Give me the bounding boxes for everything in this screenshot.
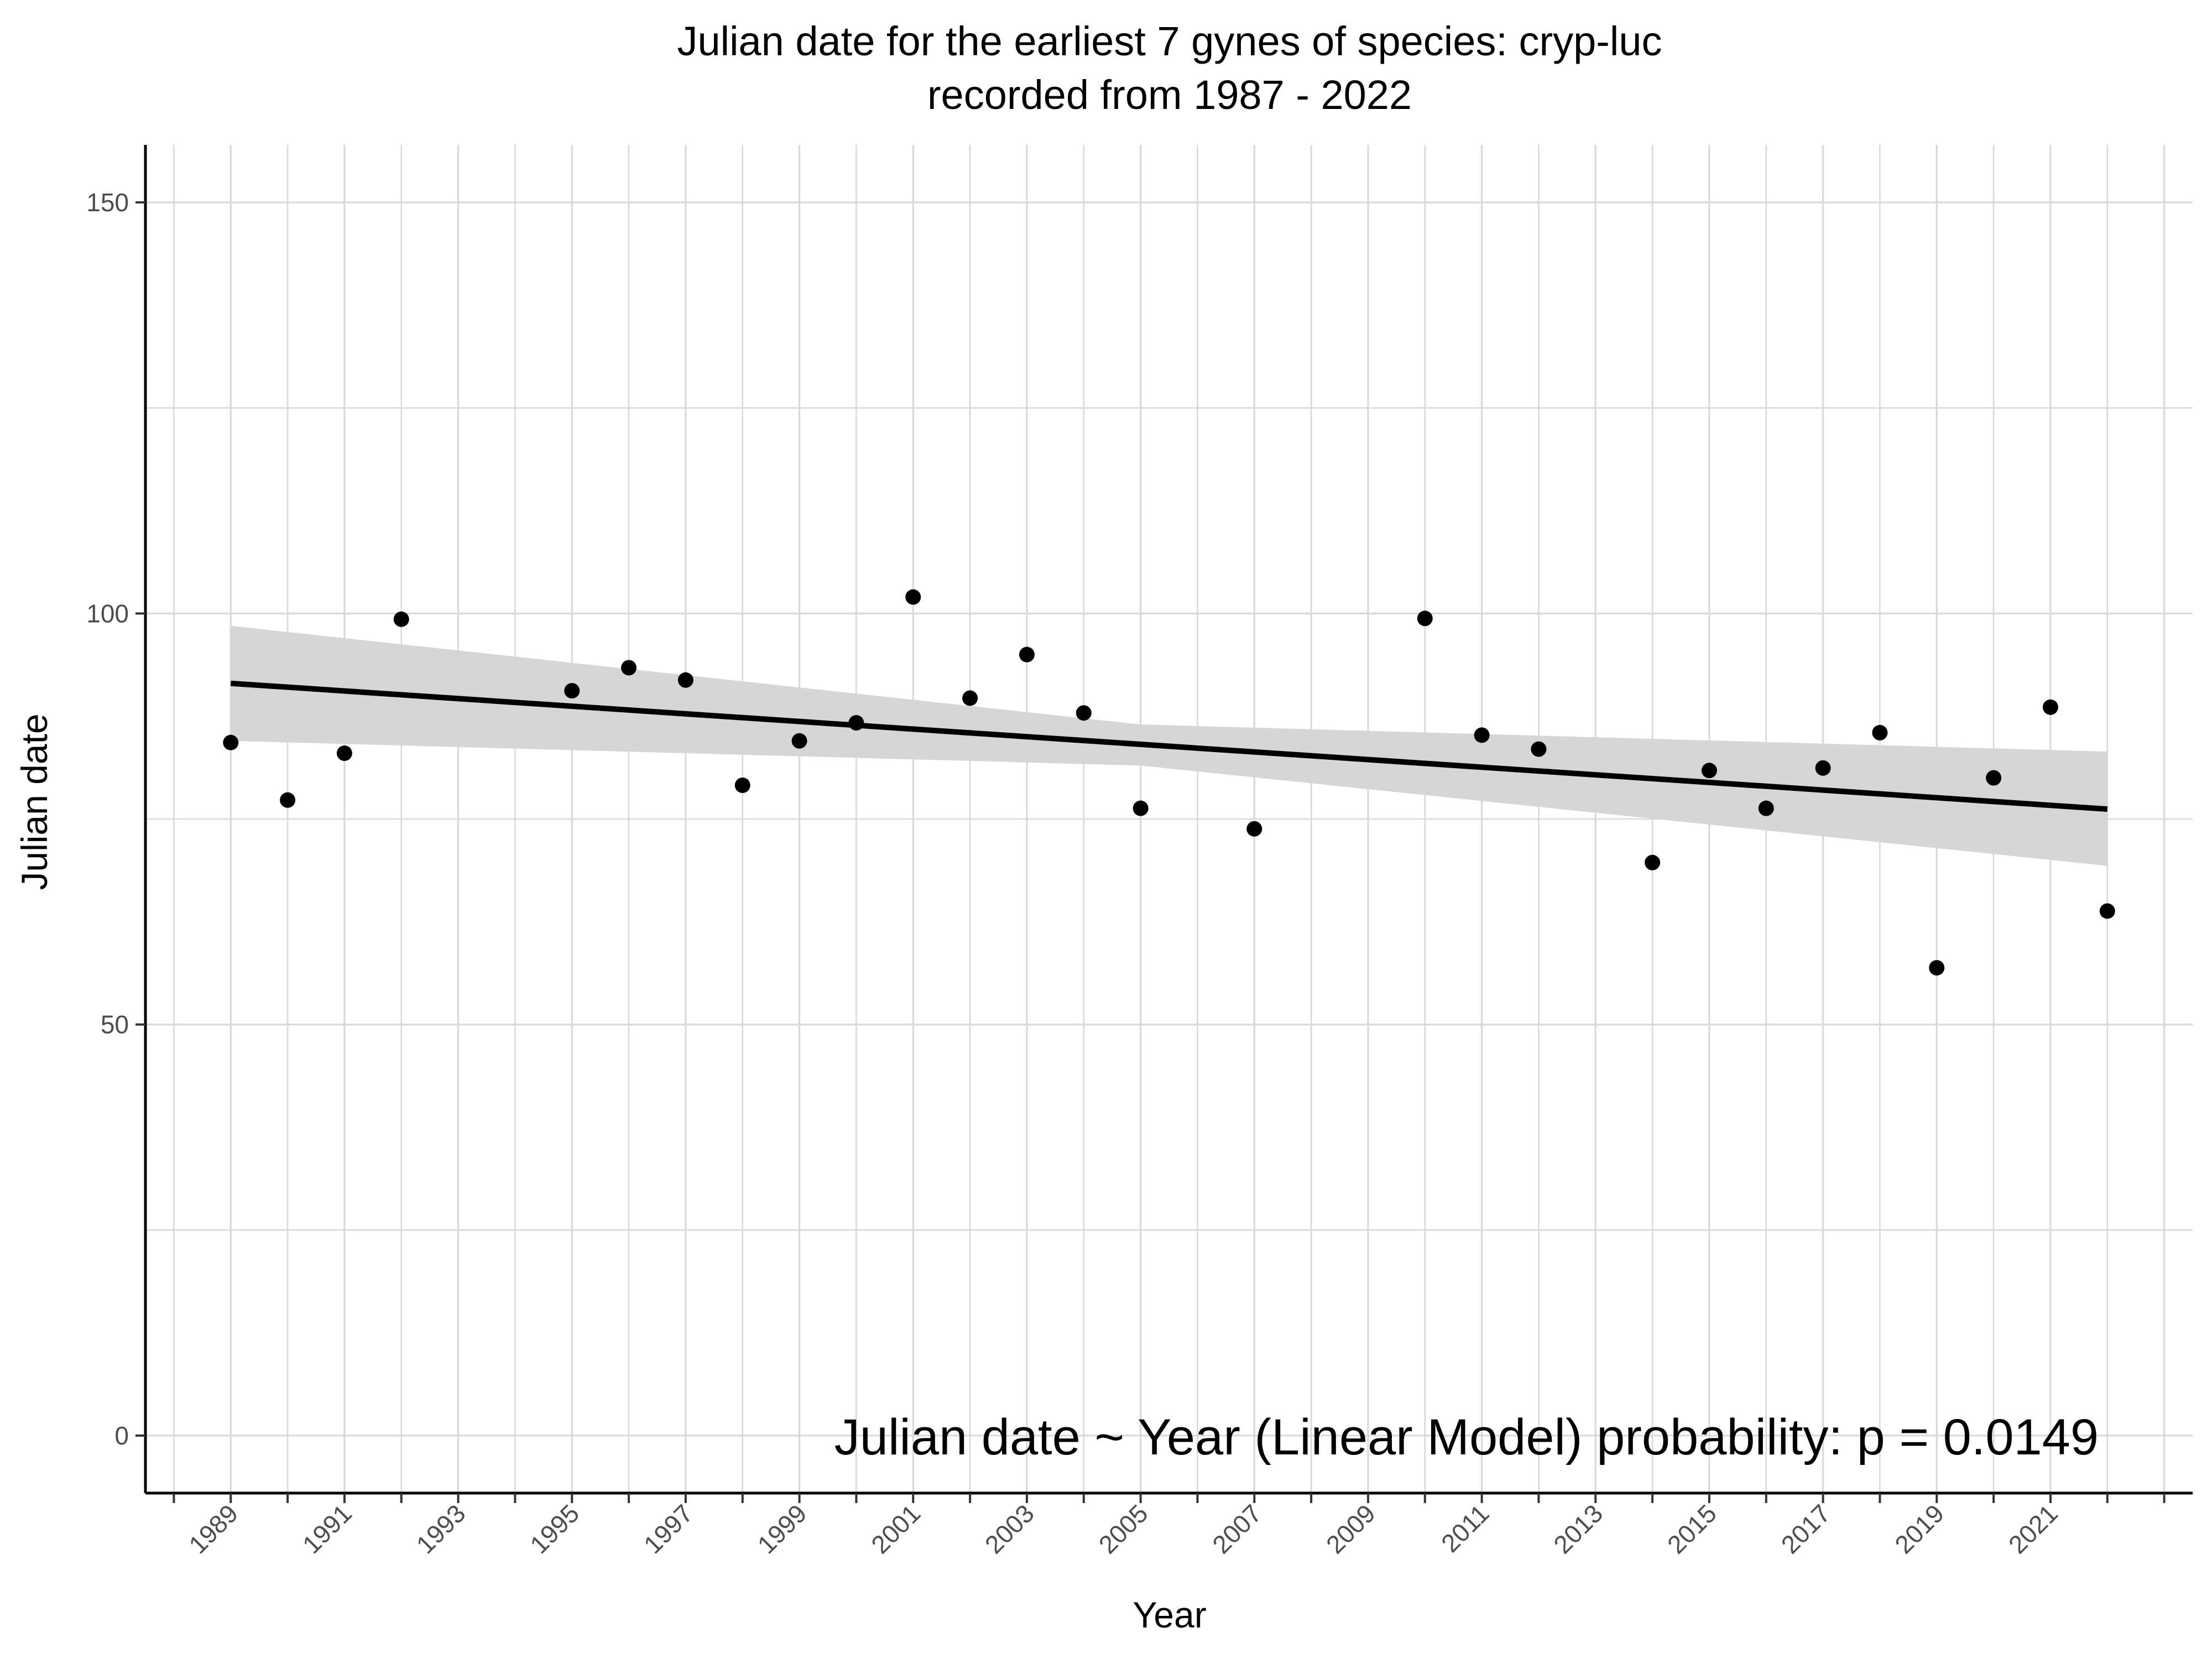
x-tick-label: 1993: [411, 1499, 471, 1559]
data-point: [677, 672, 693, 688]
x-tick-label: 2019: [1889, 1499, 1949, 1559]
data-point: [848, 715, 864, 731]
data-point: [1019, 646, 1035, 662]
data-point: [1929, 960, 1945, 976]
x-tick-label: 2021: [2003, 1499, 2063, 1559]
data-point: [393, 611, 409, 627]
x-tick-label: 1991: [297, 1499, 357, 1559]
data-point: [564, 683, 580, 699]
x-tick-label: 2013: [1548, 1499, 1608, 1559]
grid: [145, 145, 2193, 1493]
data-point: [1758, 800, 1774, 816]
data-point: [734, 778, 750, 794]
data-point: [2042, 699, 2058, 715]
chart-subtitle: recorded from 1987 - 2022: [927, 72, 1412, 118]
x-tick-label: 1995: [524, 1499, 585, 1559]
x-tick-label: 2011: [1436, 1499, 1495, 1558]
x-tick-label: 1999: [752, 1499, 812, 1559]
data-point: [621, 660, 637, 676]
data-point: [1986, 770, 2002, 786]
data-point: [1417, 611, 1433, 627]
y-tick-label: 150: [86, 188, 129, 217]
data-point: [1815, 760, 1831, 776]
data-point: [1474, 727, 1490, 743]
x-tick-label: 2007: [1207, 1499, 1267, 1559]
y-tick-label: 50: [101, 1010, 129, 1039]
x-tick-label: 2017: [1776, 1499, 1836, 1559]
data-point: [1246, 821, 1262, 837]
x-tick-label: 2005: [1093, 1499, 1154, 1559]
data-point: [905, 589, 921, 605]
data-point: [1076, 705, 1092, 721]
data-point: [280, 792, 296, 808]
trend-line: [230, 680, 2108, 812]
axes: [135, 145, 2193, 1503]
model-annotation: Julian date ~ Year (Linear Model) probab…: [834, 1409, 2099, 1465]
x-tick-label: 2003: [979, 1499, 1040, 1559]
x-tick-label: 2001: [865, 1499, 926, 1559]
data-point: [962, 690, 978, 706]
x-axis-title: Year: [1133, 1594, 1206, 1635]
data-point: [1701, 763, 1717, 779]
data-point: [1645, 854, 1661, 870]
y-tick-label: 0: [114, 1421, 129, 1450]
points-layer: [223, 589, 2115, 976]
data-point: [1872, 724, 1888, 740]
y-tick-label: 100: [86, 599, 129, 628]
x-tick-label: 1997: [638, 1499, 698, 1559]
data-point: [1531, 741, 1547, 757]
data-point: [1133, 800, 1149, 816]
y-axis-title: Julian date: [14, 713, 55, 890]
x-tick-label: 2009: [1321, 1499, 1381, 1559]
x-tick-label: 1989: [183, 1499, 243, 1559]
chart-title: Julian date for the earliest 7 gynes of …: [677, 18, 1662, 64]
data-point: [791, 733, 807, 749]
data-point: [2099, 903, 2115, 919]
data-point: [223, 734, 239, 750]
fit-line-layer: [230, 680, 2108, 812]
data-point: [336, 745, 352, 761]
x-tick-label: 2015: [1662, 1499, 1722, 1559]
